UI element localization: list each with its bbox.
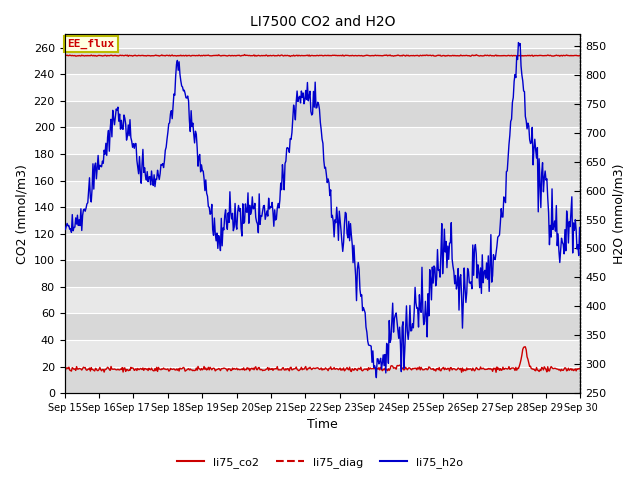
Text: EE_flux: EE_flux bbox=[67, 39, 115, 49]
Bar bbox=[65, 101, 580, 127]
Y-axis label: CO2 (mmol/m3): CO2 (mmol/m3) bbox=[15, 164, 28, 264]
Bar bbox=[65, 367, 580, 393]
Y-axis label: H2O (mmol/m3): H2O (mmol/m3) bbox=[612, 164, 625, 264]
Bar bbox=[65, 313, 580, 340]
Bar bbox=[65, 48, 580, 74]
Legend: li75_co2, li75_diag, li75_h2o: li75_co2, li75_diag, li75_h2o bbox=[172, 452, 468, 472]
Bar bbox=[65, 207, 580, 234]
X-axis label: Time: Time bbox=[307, 419, 338, 432]
Bar bbox=[65, 260, 580, 287]
Title: LI7500 CO2 and H2O: LI7500 CO2 and H2O bbox=[250, 15, 396, 29]
Bar bbox=[65, 154, 580, 180]
